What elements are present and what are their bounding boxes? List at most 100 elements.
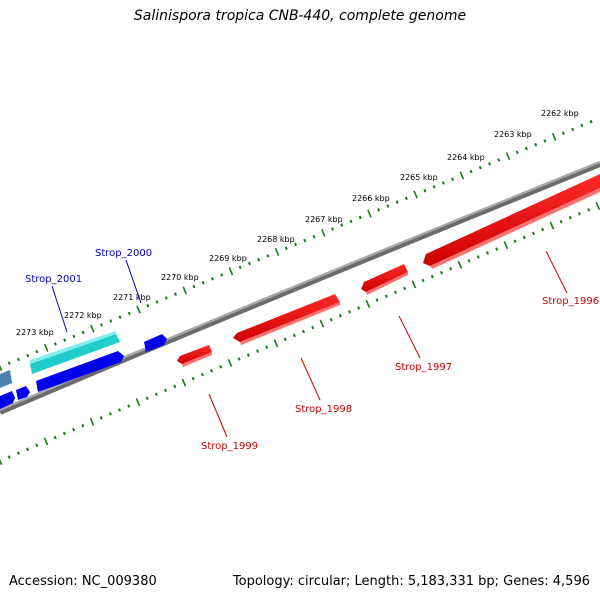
minor-tick [430, 274, 434, 279]
minor-tick [439, 270, 444, 275]
minor-tick [292, 333, 296, 338]
kbp-labels: 2262 kbp 2263 kbp 2264 kbp 2265 kbp 2266… [16, 109, 579, 337]
gene-forward-partial[interactable] [0, 370, 12, 388]
minor-tick [421, 278, 425, 283]
kbp-label-2269: 2269 kbp [209, 254, 247, 263]
minor-tick [384, 294, 388, 298]
map-title: Salinispora tropica CNB-440, complete ge… [133, 8, 467, 24]
gene-strop-1996[interactable] [423, 174, 600, 266]
major-tick [459, 171, 465, 180]
major-tick [43, 343, 49, 352]
minor-tick [478, 165, 482, 170]
minor-tick [303, 238, 307, 243]
minor-tick [127, 311, 131, 316]
major-tick [320, 228, 326, 237]
minor-tick [266, 254, 270, 258]
minor-tick [386, 204, 390, 208]
minor-tick [118, 408, 122, 412]
minor-tick [173, 292, 177, 296]
kbp-label-2266: 2266 kbp [352, 194, 390, 203]
leader-strop-1999 [208, 393, 228, 438]
minor-tick [329, 317, 333, 322]
minor-tick [589, 119, 593, 124]
minor-tick [63, 338, 67, 342]
minor-tick [404, 196, 408, 201]
gene-label-strop-2001[interactable]: Strop_2001 [25, 274, 82, 285]
outer-tick-ring [0, 119, 593, 372]
minor-tick [72, 427, 76, 432]
minor-tick [541, 227, 545, 232]
gene-strop-1997-shade [366, 272, 408, 295]
minor-tick [543, 139, 547, 143]
minor-tick [587, 208, 591, 212]
minor-tick [393, 290, 398, 295]
minor-tick [16, 451, 20, 455]
gene-strop-2001[interactable] [30, 334, 120, 374]
minor-tick [146, 303, 150, 308]
gene-strop-1998-shade [240, 302, 340, 345]
minor-tick [164, 388, 168, 393]
accession-text: Accession: NC_009380 [9, 574, 157, 589]
major-tick [505, 152, 511, 161]
minor-tick [561, 131, 565, 135]
minor-tick [35, 349, 39, 354]
minor-tick [485, 251, 489, 255]
minor-tick [7, 455, 11, 459]
minor-tick [246, 353, 250, 357]
minor-tick [173, 384, 177, 389]
major-tick [89, 417, 95, 426]
forward-strand-genes [0, 331, 167, 409]
major-tick [181, 378, 187, 387]
minor-tick [331, 227, 335, 231]
minor-tick [531, 231, 535, 236]
minor-tick [432, 185, 436, 189]
minor-tick [220, 273, 224, 277]
leader-strop-1997 [398, 315, 421, 359]
gene-label-strop-1997[interactable]: Strop_1997 [395, 362, 452, 373]
gene-strop-1998[interactable] [233, 294, 340, 342]
minor-tick [403, 286, 407, 291]
gene-label-strop-1998[interactable]: Strop_1998 [295, 404, 352, 415]
minor-tick [200, 372, 204, 377]
minor-tick [210, 277, 214, 281]
minor-tick [311, 325, 315, 330]
minor-tick [237, 357, 241, 361]
minor-tick [81, 423, 85, 428]
minor-tick [294, 242, 298, 247]
major-tick [551, 133, 557, 142]
major-tick [411, 280, 417, 289]
gene-label-strop-1999[interactable]: Strop_1999 [201, 441, 258, 452]
minor-tick [515, 150, 519, 155]
minor-tick [571, 127, 575, 132]
leader-strop-2001 [51, 285, 68, 333]
gene-label-strop-1996[interactable]: Strop_1996 [542, 296, 599, 307]
minor-tick [108, 412, 112, 416]
major-tick [549, 221, 555, 230]
minor-tick [26, 447, 30, 451]
major-tick [227, 358, 233, 367]
minor-tick [476, 255, 480, 259]
gene-strop-1997[interactable] [361, 264, 408, 292]
major-tick [274, 248, 280, 257]
minor-tick [53, 435, 57, 440]
gene-strop-1999[interactable] [177, 345, 212, 364]
minor-tick [210, 368, 214, 373]
gene-label-strop-2000[interactable]: Strop_2000 [95, 248, 152, 259]
minor-tick [441, 181, 445, 185]
gene-forward-partial-2[interactable] [0, 391, 15, 409]
minor-tick [283, 337, 287, 342]
minor-tick [568, 215, 572, 220]
genome-summary-text: Topology: circular; Length: 5,183,331 bp… [232, 574, 590, 589]
gene-forward-small-2[interactable] [16, 386, 30, 400]
reverse-strand-genes [177, 174, 600, 367]
minor-tick [164, 296, 168, 300]
major-tick [503, 241, 509, 250]
minor-tick [53, 342, 57, 346]
gene-forward-small[interactable] [144, 334, 167, 352]
minor-tick [284, 246, 288, 250]
leader-strop-1996 [545, 250, 568, 294]
gene-strop-2000-forward[interactable] [36, 351, 124, 392]
minor-tick [247, 261, 251, 266]
kbp-label-2271: 2271 kbp [113, 293, 151, 302]
minor-tick [72, 334, 76, 339]
